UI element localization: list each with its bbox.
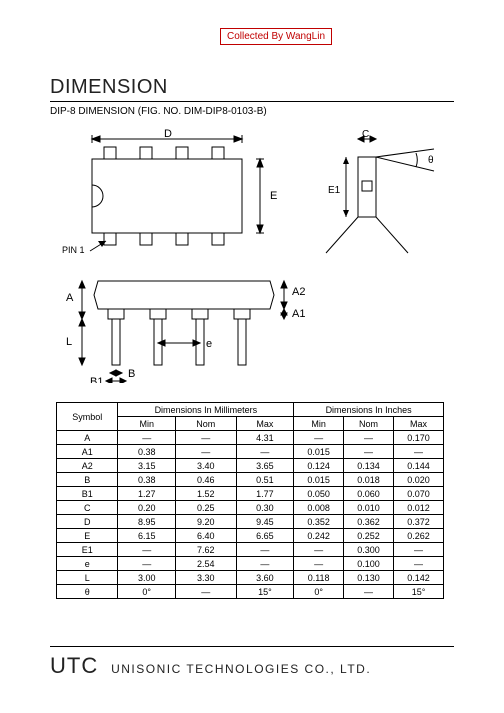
table-row: E6.156.406.650.2420.2520.262 xyxy=(57,529,444,543)
section-title: DIMENSION xyxy=(50,76,454,102)
top-view-diagram: D E PIN 1 xyxy=(60,129,290,259)
front-view-diagram: A L A2 A1 e B B1 xyxy=(60,265,320,383)
table-row: A23.153.403.650.1240.1340.144 xyxy=(57,459,444,473)
label-b1: B1 xyxy=(90,376,103,383)
table-row: e—2.54——0.100— xyxy=(57,557,444,571)
brand-logo: UTC xyxy=(50,653,98,678)
table-row: A10.38——0.015—— xyxy=(57,445,444,459)
table-row: L3.003.303.600.1180.1300.142 xyxy=(57,571,444,585)
label-pin1: PIN 1 xyxy=(62,245,85,255)
label-a: A xyxy=(66,292,74,304)
label-a2: A2 xyxy=(292,286,305,298)
label-d: D xyxy=(164,129,172,140)
label-e-pitch: e xyxy=(206,338,212,350)
diagram-row-2: A L A2 A1 e B B1 xyxy=(60,265,454,388)
table-row: C0.200.250.300.0080.0100.012 xyxy=(57,501,444,515)
main-content: DIMENSION DIP-8 DIMENSION (FIG. NO. DIM-… xyxy=(50,76,454,599)
table-row: θ0°—15°0°—15° xyxy=(57,585,444,599)
th-in: Dimensions In Inches xyxy=(294,403,444,417)
th-symbol: Symbol xyxy=(57,403,118,431)
collected-stamp: Collected By WangLin xyxy=(220,28,332,45)
label-a1: A1 xyxy=(292,308,305,320)
side-view-diagram: C θ E1 xyxy=(308,129,438,259)
label-theta: θ xyxy=(428,155,434,166)
table-row: B11.271.521.770.0500.0600.070 xyxy=(57,487,444,501)
table-row: B0.380.460.510.0150.0180.020 xyxy=(57,473,444,487)
label-l: L xyxy=(66,336,72,348)
label-e1: E1 xyxy=(328,185,341,196)
dimension-table: Symbol Dimensions In Millimeters Dimensi… xyxy=(56,402,444,599)
table-row: D8.959.209.450.3520.3620.372 xyxy=(57,515,444,529)
table-row: A——4.31——0.170 xyxy=(57,431,444,445)
label-e: E xyxy=(270,190,277,202)
diagram-row-1: D E PIN 1 C xyxy=(60,129,454,259)
th-mm: Dimensions In Millimeters xyxy=(118,403,294,417)
company-name: UNISONIC TECHNOLOGIES CO., LTD. xyxy=(111,662,371,676)
label-c: C xyxy=(362,129,369,140)
table-row: E1—7.62——0.300— xyxy=(57,543,444,557)
label-b: B xyxy=(128,368,135,380)
figure-subtitle: DIP-8 DIMENSION (FIG. NO. DIM-DIP8-0103-… xyxy=(50,106,454,117)
page-footer: UTC UNISONIC TECHNOLOGIES CO., LTD. xyxy=(50,646,454,679)
